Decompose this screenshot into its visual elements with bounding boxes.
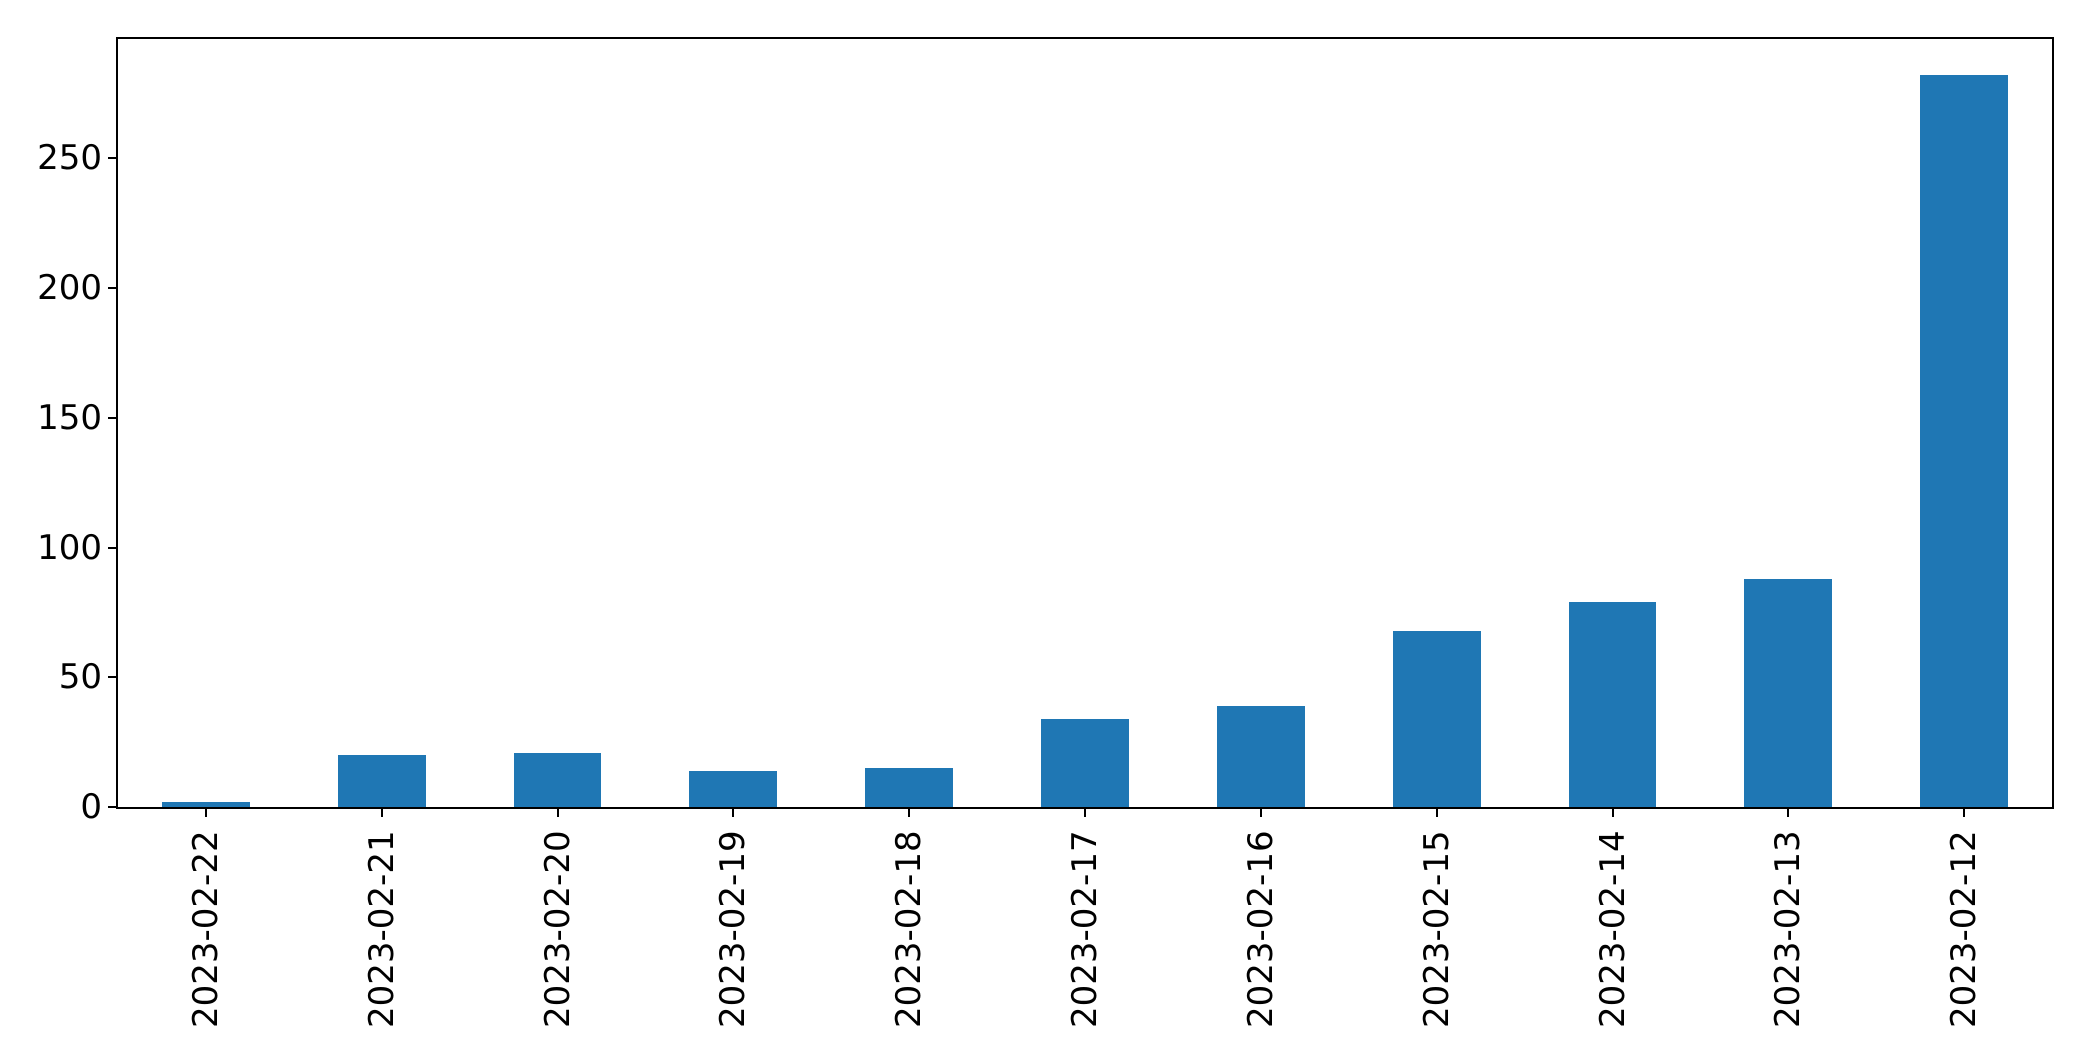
y-tick-mark xyxy=(108,806,116,808)
plot-area xyxy=(116,37,2054,809)
x-tick-mark xyxy=(1611,809,1614,817)
y-tick-label: 50 xyxy=(58,657,102,698)
x-tick-mark xyxy=(1435,809,1438,817)
bar xyxy=(1216,705,1305,807)
bar xyxy=(337,755,426,807)
y-tick-mark xyxy=(108,546,116,549)
x-tick-label: 2023-02-12 xyxy=(1944,830,1985,1028)
bar xyxy=(1744,578,1833,807)
x-tick-label: 2023-02-19 xyxy=(713,830,754,1028)
bar xyxy=(513,752,602,807)
x-tick-label: 2023-02-17 xyxy=(1065,830,1105,1028)
x-tick-mark xyxy=(1084,809,1086,817)
x-tick-label: 2023-02-14 xyxy=(1592,830,1633,1028)
y-tick-label: 250 xyxy=(37,138,102,179)
x-tick-mark xyxy=(1787,809,1790,817)
y-tick-label: 0 xyxy=(80,787,102,827)
x-tick-mark xyxy=(204,809,207,817)
y-tick-mark xyxy=(108,676,116,679)
y-tick-mark xyxy=(108,157,116,160)
x-tick-label: 2023-02-13 xyxy=(1768,830,1809,1028)
x-tick-mark xyxy=(380,809,383,817)
bar xyxy=(1041,718,1129,807)
y-tick-label: 150 xyxy=(37,397,102,438)
x-tick-label: 2023-02-18 xyxy=(889,830,930,1028)
x-tick-label: 2023-02-16 xyxy=(1240,830,1281,1028)
bar xyxy=(689,770,778,807)
x-tick-mark xyxy=(908,809,911,817)
bar xyxy=(1568,602,1657,807)
bar xyxy=(1920,75,2008,807)
x-tick-label: 2023-02-21 xyxy=(361,830,402,1028)
y-tick-mark xyxy=(108,416,116,419)
x-tick-mark xyxy=(556,809,559,817)
bar xyxy=(865,768,954,807)
x-tick-label: 2023-02-20 xyxy=(537,830,578,1028)
y-tick-label: 200 xyxy=(37,268,102,309)
x-tick-mark xyxy=(732,809,735,817)
x-tick-mark xyxy=(1259,809,1262,817)
x-tick-mark xyxy=(1963,809,1966,817)
x-tick-label: 2023-02-15 xyxy=(1416,830,1457,1028)
y-tick-label: 100 xyxy=(37,527,102,568)
y-tick-mark xyxy=(108,287,116,290)
x-tick-label: 2023-02-22 xyxy=(185,830,226,1028)
bar xyxy=(1392,630,1481,807)
bar xyxy=(162,801,250,807)
